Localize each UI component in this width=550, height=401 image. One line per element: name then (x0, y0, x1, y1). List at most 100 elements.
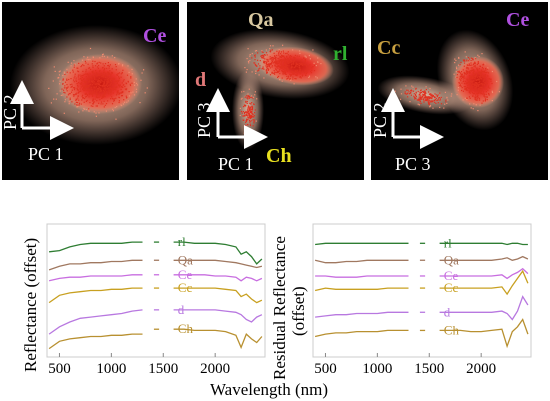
scatter-point (82, 88, 84, 90)
scatter-point (249, 115, 252, 117)
scatter-point (296, 66, 298, 68)
scatter-point (481, 53, 483, 55)
scatter-point (275, 57, 277, 59)
scatter-point (53, 66, 55, 68)
scatter-point (476, 76, 478, 78)
scatter-point (462, 78, 464, 80)
scatter-point (83, 101, 85, 103)
scatter-panel-1-class-label-ce: Ce (143, 25, 166, 47)
scatter-point (460, 61, 462, 64)
scatter-point (75, 98, 77, 100)
scatter-point (89, 83, 92, 86)
scatter-point (76, 87, 78, 89)
scatter-point (75, 77, 77, 79)
scatter-point (99, 90, 101, 93)
scatter-point (313, 62, 315, 64)
scatter-point (96, 88, 98, 90)
scatter-point (110, 94, 112, 96)
scatter-point (82, 94, 84, 96)
scatter-point (96, 66, 99, 68)
scatter-point (290, 55, 293, 58)
scatter-point (433, 96, 435, 98)
scatter-point (278, 49, 280, 51)
scatter-point (467, 72, 469, 74)
scatter-point (266, 64, 268, 66)
scatter-point (99, 87, 101, 89)
scatter-point (113, 100, 115, 102)
scatter-point (104, 67, 106, 69)
scatter-point (294, 54, 296, 56)
scatter-point (479, 77, 481, 79)
scatter-point (468, 63, 470, 65)
scatter-point (70, 78, 72, 80)
scatter-point (104, 63, 107, 65)
scatter-point (473, 68, 475, 70)
scatter-point (485, 67, 487, 70)
scatter-point (96, 72, 98, 74)
scatter-point (275, 66, 277, 68)
scatter-point (240, 98, 242, 100)
scatter-point (480, 74, 482, 76)
scatter-point (261, 56, 263, 58)
scatter-point (96, 82, 98, 84)
series-line-ce (315, 275, 409, 278)
scatter-point (108, 89, 110, 91)
scatter-point (126, 101, 128, 103)
scatter-point (78, 99, 80, 101)
scatter-point (88, 108, 90, 110)
scatter-point (130, 77, 132, 79)
scatter-point (73, 77, 75, 79)
scatter-point (474, 82, 476, 84)
scatter-point (129, 83, 131, 85)
scatter-point (299, 72, 301, 75)
scatter-point (300, 60, 302, 62)
scatter-point (419, 96, 421, 99)
scatter-point (93, 91, 95, 93)
scatter-point (103, 70, 105, 72)
scatter-point (98, 80, 101, 82)
series-line-rl (439, 242, 528, 246)
scatter-point (122, 91, 124, 93)
scatter-point (470, 67, 472, 69)
scatter-point (249, 106, 251, 108)
scatter-point (486, 99, 488, 101)
scatter-point (278, 53, 280, 55)
scatter-point (83, 86, 85, 88)
scatter-point (281, 60, 283, 62)
scatter-point (86, 78, 88, 80)
scatter-point (110, 83, 112, 85)
scatter-point (469, 78, 471, 80)
scatter-point (284, 57, 286, 60)
scatter-point (462, 59, 464, 61)
series-line-d (439, 295, 529, 321)
scatter-point (284, 67, 286, 69)
scatter-point (439, 106, 441, 108)
scatter-point (249, 121, 251, 123)
scatter-point (482, 83, 484, 85)
scatter-point (471, 88, 473, 90)
scatter-point (480, 91, 482, 93)
scatter-point (473, 73, 475, 76)
scatter-point (477, 87, 479, 90)
scatter-point (271, 58, 273, 61)
scatter-point (290, 59, 292, 62)
scatter-point (74, 94, 76, 96)
scatter-point (99, 99, 101, 101)
scatter-point (249, 107, 251, 109)
scatter-point (308, 76, 310, 79)
scatter-point (462, 75, 464, 77)
scatter-point (486, 96, 488, 98)
scatter-point (481, 83, 483, 85)
scatter-point (467, 84, 469, 86)
scatter-point (299, 50, 301, 52)
scatter-point (74, 75, 76, 77)
scatter-point (469, 70, 471, 72)
scatter-point (106, 85, 108, 87)
scatter-point (444, 91, 446, 93)
scatter-point (64, 81, 67, 83)
scatter-point (274, 73, 276, 75)
scatter-point (70, 86, 72, 88)
scatter-panel-1-points (48, 47, 148, 120)
scatter-point (486, 68, 488, 70)
scatter-point (418, 104, 420, 106)
